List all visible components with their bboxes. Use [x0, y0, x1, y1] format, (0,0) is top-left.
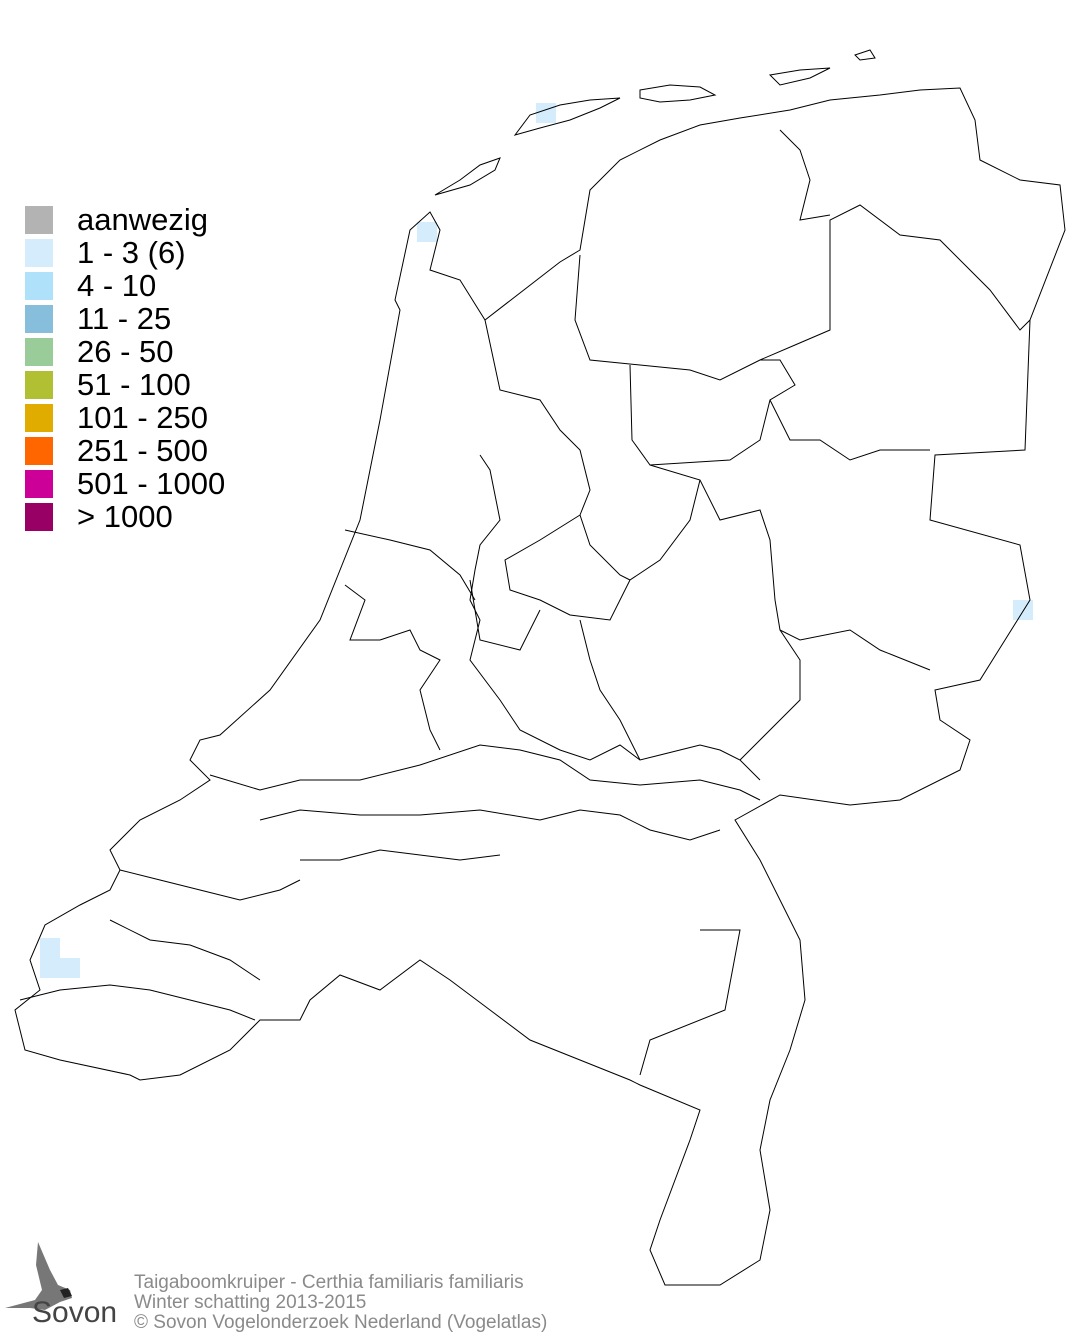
legend-label: 251 - 500: [77, 433, 208, 468]
legend: aanwezig 1 - 3 (6) 4 - 10 11 - 25 26 - 5…: [25, 203, 225, 533]
legend-label: aanwezig: [77, 202, 208, 237]
legend-swatch: [25, 205, 53, 234]
legend-item-1-3: 1 - 3 (6): [25, 236, 225, 269]
grid-cell: [417, 222, 437, 242]
grid-cell: [1013, 600, 1033, 620]
legend-swatch: [25, 370, 53, 399]
grid-cell: [40, 958, 60, 978]
country-outline: [14, 87, 1066, 1286]
legend-label: 501 - 1000: [77, 466, 226, 501]
grid-cell: [536, 103, 556, 123]
legend-item-aanwezig: aanwezig: [25, 203, 225, 236]
legend-item-51-100: 51 - 100: [25, 368, 225, 401]
swallow-logo-icon: [5, 1242, 72, 1310]
island: [639, 84, 717, 103]
legend-swatch: [25, 403, 53, 432]
grid-cell: [60, 958, 80, 978]
legend-label: 4 - 10: [77, 268, 157, 303]
legend-item-101-250: 101 - 250: [25, 401, 225, 434]
legend-swatch: [25, 337, 53, 366]
island: [434, 157, 501, 196]
island: [513, 97, 621, 136]
island: [768, 67, 831, 86]
legend-label: 51 - 100: [77, 367, 191, 402]
legend-label: 26 - 50: [77, 334, 174, 369]
legend-label: 1 - 3 (6): [77, 235, 186, 270]
legend-swatch: [25, 502, 53, 531]
legend-swatch: [25, 238, 53, 267]
legend-label: 11 - 25: [77, 301, 172, 336]
occupied-cells: [40, 103, 1033, 978]
legend-item-4-10: 4 - 10: [25, 269, 225, 302]
period: Winter schatting 2013-2015: [134, 1292, 367, 1313]
legend-item-over-1000: > 1000: [25, 500, 225, 533]
legend-swatch: [25, 304, 53, 333]
legend-label: 101 - 250: [77, 400, 208, 435]
legend-item-26-50: 26 - 50: [25, 335, 225, 368]
copyright: © Sovon Vogelonderzoek Nederland (Vogela…: [134, 1312, 548, 1333]
species-name: Taigaboomkruiper - Certhia familiaris fa…: [134, 1272, 524, 1293]
legend-item-11-25: 11 - 25: [25, 302, 225, 335]
island: [854, 49, 876, 61]
grid-cell: [40, 938, 60, 958]
map-caption: Taigaboomkruiper - Certhia familiaris fa…: [134, 1273, 547, 1333]
province-borders: [14, 87, 1066, 1286]
legend-item-251-500: 251 - 500: [25, 434, 225, 467]
legend-swatch: [25, 436, 53, 465]
legend-swatch: [25, 469, 53, 498]
legend-label: > 1000: [77, 499, 173, 534]
logo-text: Sovon: [32, 1296, 118, 1329]
legend-item-501-1000: 501 - 1000: [25, 467, 225, 500]
wadden-islands: [434, 49, 876, 196]
legend-swatch: [25, 271, 53, 300]
